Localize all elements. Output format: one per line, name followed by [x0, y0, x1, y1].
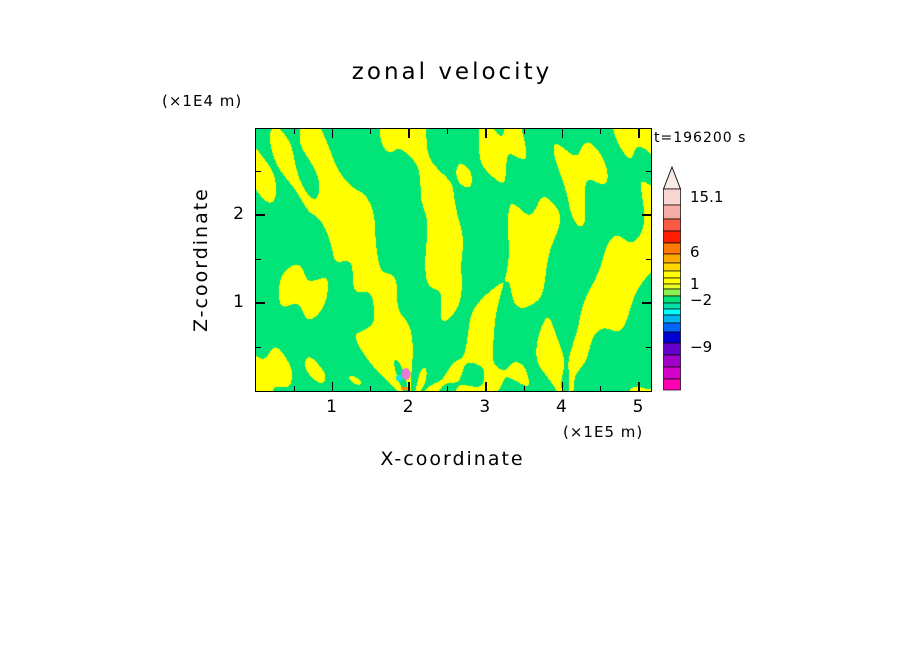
colorbar-segment — [663, 366, 681, 380]
colorbar-segment — [663, 288, 681, 297]
axis-tick — [293, 386, 295, 391]
time-annotation: t=196200 s — [654, 130, 747, 146]
colorbar-segment — [663, 283, 681, 290]
axis-tick — [447, 386, 448, 391]
axis-tick — [256, 170, 261, 172]
axis-tick — [293, 129, 295, 134]
colorbar-segment — [663, 262, 681, 272]
axis-tick — [646, 258, 651, 260]
axis-tick — [646, 170, 651, 172]
axis-tick — [331, 129, 334, 138]
colorbar-segment — [663, 322, 681, 333]
axis-tick — [256, 346, 261, 348]
axis-tick — [256, 302, 265, 304]
axis-tick — [370, 129, 372, 134]
x-tick-label: 1 — [326, 397, 337, 417]
x-axis-units: (×1E5 m) — [563, 423, 644, 441]
colorbar-segment — [663, 253, 681, 264]
axis-tick — [638, 129, 640, 138]
x-tick-label: 5 — [632, 397, 644, 417]
y-axis-label: Z-coordinate — [190, 187, 212, 333]
y-tick-label: 1 — [233, 292, 244, 312]
axis-tick — [256, 258, 261, 260]
colorbar-segment — [663, 314, 681, 324]
axis-tick — [408, 382, 410, 391]
colorbar-label: −9 — [690, 338, 713, 356]
colorbar-segment — [663, 302, 681, 310]
colorbar-segment — [663, 242, 681, 255]
axis-tick — [447, 129, 448, 134]
y-tick-label: 2 — [233, 204, 244, 224]
colorbar-segment — [663, 331, 681, 344]
colorbar-segment — [663, 204, 681, 220]
axis-tick — [642, 302, 651, 304]
colorbar-tip — [662, 166, 682, 190]
axis-tick — [642, 214, 651, 216]
axis-tick — [638, 382, 640, 391]
plot-area — [255, 128, 652, 392]
colorbar-segment — [663, 218, 681, 232]
axis-tick — [370, 386, 372, 391]
colorbar-label: 15.1 — [690, 188, 724, 206]
chart-title: zonal velocity — [351, 59, 553, 85]
colorbar-label: −2 — [690, 291, 713, 309]
axis-tick — [600, 129, 602, 134]
axis-tick — [485, 382, 487, 391]
y-axis-units: (×1E4 m) — [162, 92, 243, 110]
colorbar-segment — [663, 270, 681, 279]
axis-tick — [646, 346, 651, 348]
colorbar-label: 1 — [690, 275, 700, 293]
colorbar-segment — [663, 295, 681, 304]
axis-tick — [331, 382, 334, 391]
x-tick-label: 4 — [555, 397, 567, 417]
x-tick-label: 3 — [479, 397, 491, 417]
axis-tick — [561, 129, 564, 138]
colorbar-segment — [663, 342, 681, 356]
colorbar-segment — [663, 308, 681, 316]
colorbar-segment — [663, 277, 681, 285]
axis-tick — [561, 382, 564, 391]
axis-tick — [408, 129, 410, 138]
axis-tick — [485, 129, 487, 138]
axis-tick — [523, 129, 525, 134]
x-tick-label: 2 — [402, 397, 414, 417]
colorbar-segment — [663, 188, 681, 206]
axis-tick — [523, 386, 525, 391]
field-canvas — [256, 129, 651, 391]
colorbar-segment — [663, 354, 681, 368]
colorbar-label: 6 — [690, 243, 700, 261]
colorbar-svg — [662, 166, 682, 391]
axis-tick — [256, 214, 265, 216]
colorbar-segment — [663, 378, 681, 391]
x-axis-label: X-coordinate — [380, 448, 525, 470]
colorbar-segment — [663, 230, 681, 244]
axis-tick — [600, 386, 602, 391]
